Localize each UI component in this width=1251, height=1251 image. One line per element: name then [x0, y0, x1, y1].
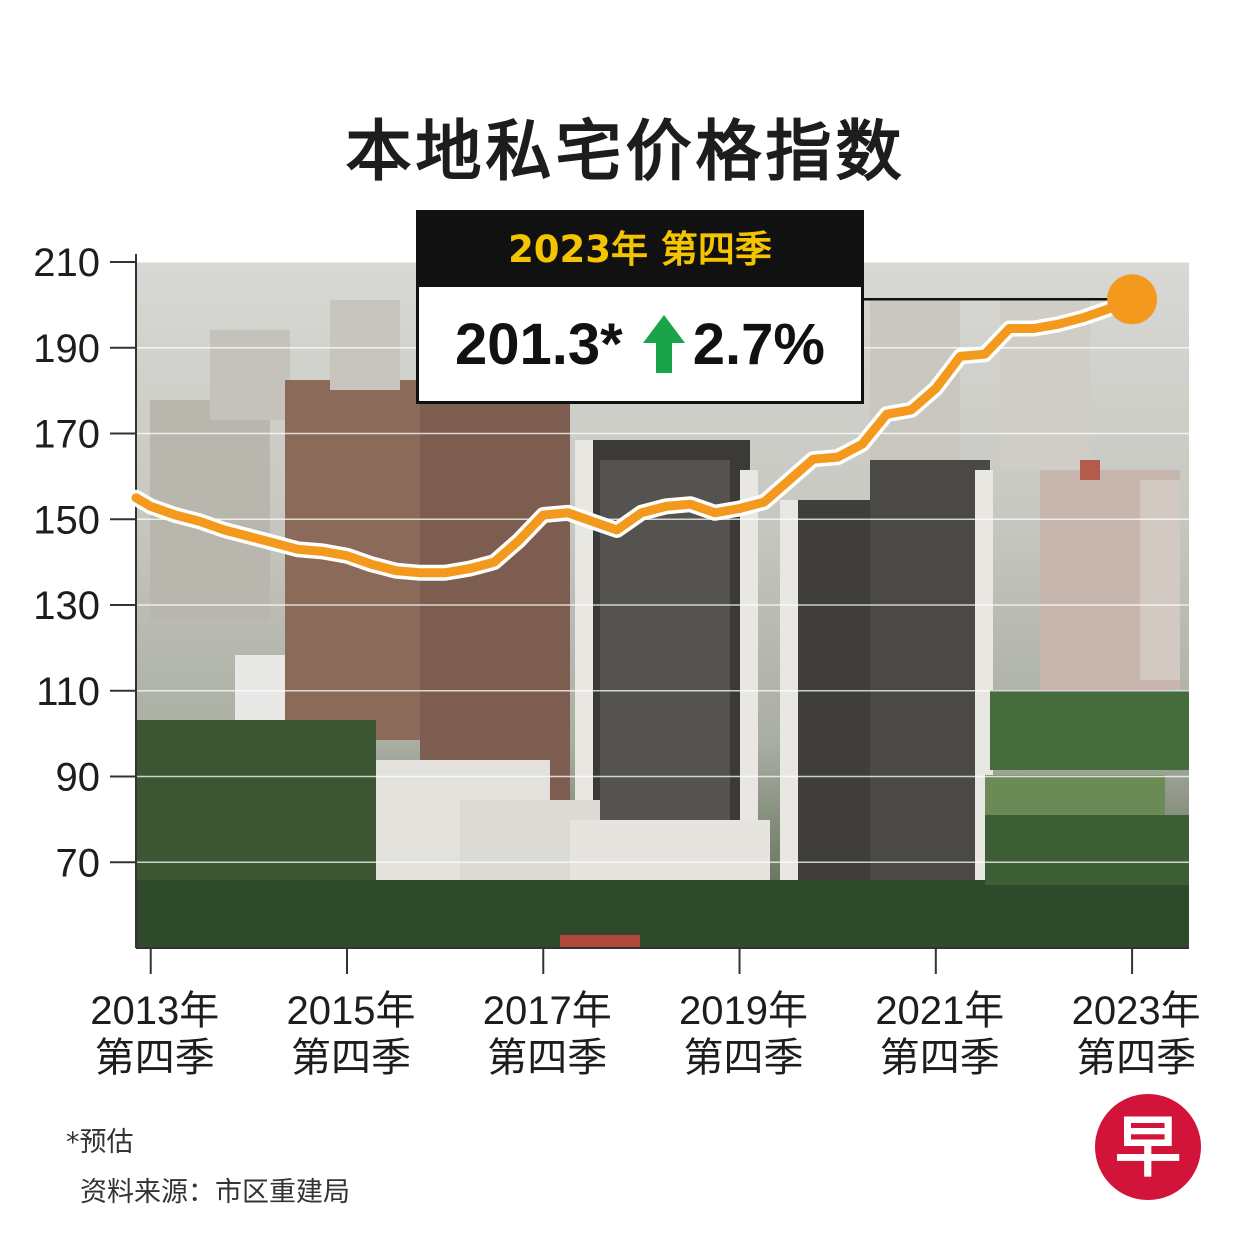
- x-tick-year: 2017年: [483, 989, 612, 1033]
- logo-glyph: 早: [1115, 1109, 1181, 1186]
- x-tick-year: 2019年: [679, 989, 808, 1033]
- y-tick-label: 170: [33, 413, 100, 457]
- x-tick-quarter: 第四季: [487, 1036, 607, 1080]
- x-tick-quarter: 第四季: [684, 1036, 804, 1080]
- gridlines: [110, 261, 1189, 864]
- x-tick-quarter: 第四季: [1076, 1036, 1196, 1080]
- y-tick-label: 190: [33, 327, 100, 371]
- footnote: *预估: [66, 1127, 134, 1158]
- up-arrow-icon: [642, 315, 685, 373]
- zaobao-logo: 早: [1095, 1094, 1201, 1200]
- series-layer: [128, 274, 1158, 581]
- y-tick-label: 70: [56, 841, 101, 885]
- x-tick-quarter: 第四季: [291, 1036, 411, 1080]
- callout-body: 201.3* 2.7%: [419, 287, 861, 401]
- y-tick-label: 150: [33, 498, 100, 542]
- y-tick-label: 130: [33, 584, 100, 628]
- y-tick-label: 110: [36, 670, 100, 714]
- latest-value-callout: 2023年 第四季 201.3* 2.7%: [416, 210, 864, 404]
- source-note: 资料来源：市区重建局: [80, 1177, 350, 1208]
- latest-point-marker: [1107, 274, 1158, 325]
- x-tick-year: 2013年: [90, 989, 219, 1033]
- callout-value: 201.3*: [455, 311, 623, 377]
- callout-change: 2.7%: [692, 311, 825, 377]
- x-tick-quarter: 第四季: [880, 1036, 1000, 1080]
- x-tick-labels: 2013年第四季2015年第四季2017年第四季2019年第四季2021年第四季…: [90, 948, 1201, 1080]
- axes: [135, 254, 1189, 949]
- x-tick-quarter: 第四季: [95, 1036, 215, 1080]
- x-tick-year: 2023年: [1072, 989, 1201, 1033]
- x-tick-year: 2015年: [287, 989, 416, 1033]
- callout-period: 2023年 第四季: [419, 213, 861, 287]
- y-tick-label: 210: [33, 241, 100, 285]
- x-tick-year: 2021年: [875, 989, 1004, 1033]
- series-line: [131, 294, 1137, 578]
- y-tick-label: 90: [56, 756, 101, 800]
- chart-title: 本地私宅价格指数: [345, 113, 906, 190]
- y-tick-labels: 210 190 170 150 130 110 90 70: [33, 241, 100, 885]
